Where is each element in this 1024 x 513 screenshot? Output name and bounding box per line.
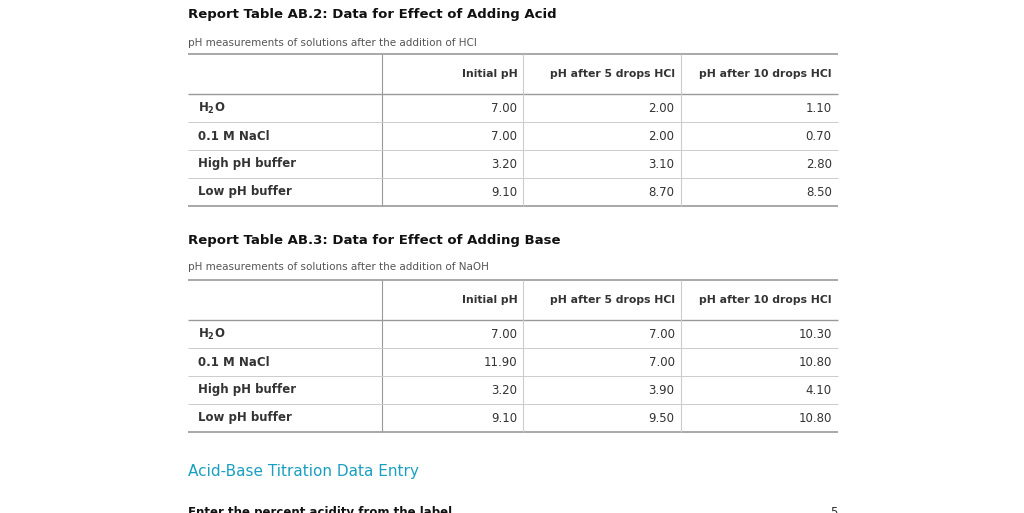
Text: 3.20: 3.20 — [492, 157, 517, 170]
Text: 5: 5 — [830, 506, 838, 513]
Text: 0.70: 0.70 — [806, 129, 831, 143]
Text: High pH buffer: High pH buffer — [199, 157, 297, 170]
Text: Initial pH: Initial pH — [462, 295, 517, 305]
Text: 10.30: 10.30 — [799, 327, 831, 341]
Text: pH after 10 drops HCl: pH after 10 drops HCl — [699, 69, 831, 79]
Text: 9.50: 9.50 — [648, 411, 675, 424]
Text: High pH buffer: High pH buffer — [199, 384, 297, 397]
Text: 0.1 M NaCl: 0.1 M NaCl — [199, 129, 270, 143]
Text: 8.50: 8.50 — [806, 186, 831, 199]
Text: 9.10: 9.10 — [492, 186, 517, 199]
Text: $\mathregular{H_2O}$: $\mathregular{H_2O}$ — [199, 326, 226, 342]
Text: Report Table AB.2: Data for Effect of Adding Acid: Report Table AB.2: Data for Effect of Ad… — [188, 8, 557, 21]
Text: 3.10: 3.10 — [648, 157, 675, 170]
Text: 2.00: 2.00 — [648, 129, 675, 143]
Text: 3.20: 3.20 — [492, 384, 517, 397]
Text: 11.90: 11.90 — [483, 356, 517, 368]
Text: Low pH buffer: Low pH buffer — [199, 411, 292, 424]
Text: 8.70: 8.70 — [648, 186, 675, 199]
Text: pH measurements of solutions after the addition of NaOH: pH measurements of solutions after the a… — [188, 262, 489, 272]
Text: 7.00: 7.00 — [492, 102, 517, 114]
Text: 4.10: 4.10 — [806, 384, 831, 397]
Text: Enter the percent acidity from the label: Enter the percent acidity from the label — [188, 506, 453, 513]
Text: 10.80: 10.80 — [799, 411, 831, 424]
Text: Acid-Base Titration Data Entry: Acid-Base Titration Data Entry — [188, 464, 419, 479]
Text: 2.00: 2.00 — [648, 102, 675, 114]
Text: 10.80: 10.80 — [799, 356, 831, 368]
Text: Report Table AB.3: Data for Effect of Adding Base: Report Table AB.3: Data for Effect of Ad… — [188, 234, 561, 247]
Text: 1.10: 1.10 — [806, 102, 831, 114]
Text: Initial pH: Initial pH — [462, 69, 517, 79]
Text: $\mathregular{H_2O}$: $\mathregular{H_2O}$ — [199, 101, 226, 115]
Text: 7.00: 7.00 — [492, 327, 517, 341]
Text: pH after 10 drops HCl: pH after 10 drops HCl — [699, 295, 831, 305]
Text: 2.80: 2.80 — [806, 157, 831, 170]
Text: 0.1 M NaCl: 0.1 M NaCl — [199, 356, 270, 368]
Text: 7.00: 7.00 — [648, 327, 675, 341]
Text: pH after 5 drops HCl: pH after 5 drops HCl — [550, 295, 675, 305]
Text: Low pH buffer: Low pH buffer — [199, 186, 292, 199]
Text: 3.90: 3.90 — [648, 384, 675, 397]
Text: 7.00: 7.00 — [648, 356, 675, 368]
Text: pH measurements of solutions after the addition of HCl: pH measurements of solutions after the a… — [188, 38, 477, 48]
Text: 7.00: 7.00 — [492, 129, 517, 143]
Text: 9.10: 9.10 — [492, 411, 517, 424]
Text: pH after 5 drops HCl: pH after 5 drops HCl — [550, 69, 675, 79]
